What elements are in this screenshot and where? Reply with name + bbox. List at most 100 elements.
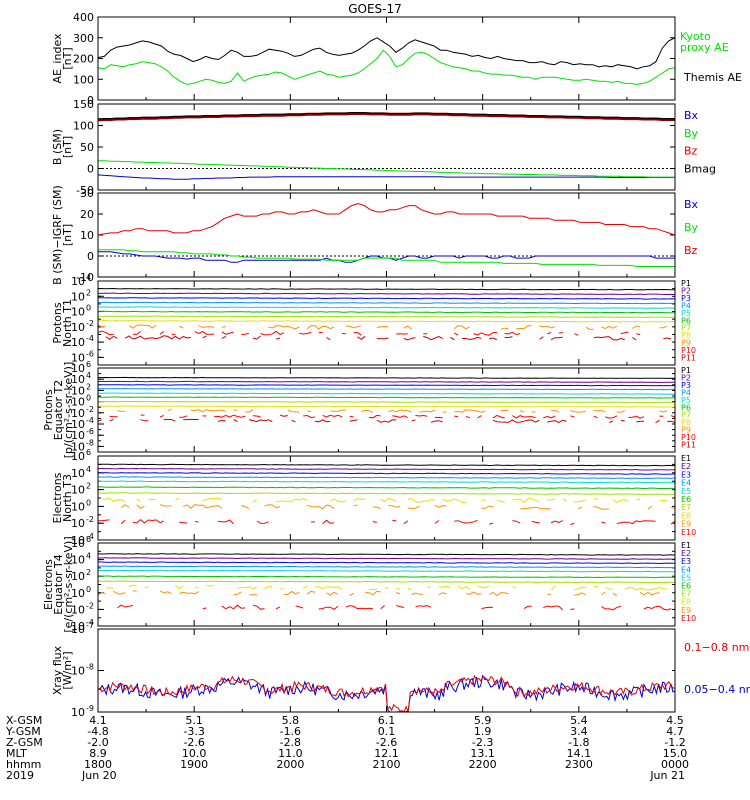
series-line-e1 xyxy=(97,553,676,556)
series-line-p10 xyxy=(670,415,676,418)
x-axis-value: 10.0 xyxy=(182,747,207,760)
series-line-p11 xyxy=(411,419,416,422)
series-line-e8 xyxy=(128,584,137,588)
series-line-e9 xyxy=(241,505,250,510)
series-line-e10 xyxy=(120,519,126,525)
series-line-e9 xyxy=(179,591,199,595)
series-line-e8 xyxy=(276,497,308,503)
y-tick-label: 10 xyxy=(71,570,85,583)
panel-frame xyxy=(97,542,676,627)
y-axis-label: [nT] xyxy=(61,224,74,246)
x-axis-value: 14.1 xyxy=(567,747,592,760)
series-line-e9 xyxy=(396,592,401,595)
series-line-e10 xyxy=(601,605,621,611)
y-axis-label: [e/(cm²-s-sr-keV)] xyxy=(62,536,75,632)
series-line-e8 xyxy=(481,499,486,501)
y-tick-label: 200 xyxy=(73,53,94,66)
x-axis-value: 2300 xyxy=(565,758,593,771)
y-tick-exponent: 2 xyxy=(86,382,91,391)
legend-label: E5 xyxy=(681,573,691,582)
series-line-e8 xyxy=(407,497,435,503)
y-tick-label: 10 xyxy=(71,537,85,550)
series-line-bz xyxy=(97,202,676,236)
series-line-e10 xyxy=(550,520,563,524)
y-tick-label: 10 xyxy=(71,603,85,616)
series-line-e8 xyxy=(605,586,614,590)
series-line-e9 xyxy=(233,591,242,596)
legend-label: P5 xyxy=(681,396,691,405)
series-line-p11 xyxy=(403,337,416,341)
series-line-p10 xyxy=(636,333,641,336)
series-line-p10 xyxy=(558,332,563,334)
legend-label: By xyxy=(684,221,699,234)
y-tick-label: 10 xyxy=(80,229,94,242)
series-line-e10 xyxy=(194,520,199,523)
y-tick-exponent: -4 xyxy=(86,416,94,425)
series-line-p9 xyxy=(551,409,560,413)
y-tick-label: 10 xyxy=(71,467,85,480)
series-line-p10 xyxy=(454,332,459,336)
x-axis-row-label: X-GSM xyxy=(6,714,42,727)
series-line-e9 xyxy=(159,590,172,595)
series-line-p11 xyxy=(124,335,191,340)
series-line-e10 xyxy=(403,520,409,525)
legend-label: P6 xyxy=(681,316,691,325)
y-tick-label: 10 xyxy=(71,517,85,530)
x-axis-value: 0.1 xyxy=(378,725,396,738)
x-axis-value: 4.5 xyxy=(666,714,684,727)
y-tick-exponent: -2 xyxy=(86,601,94,610)
y-tick-label: 150 xyxy=(73,98,94,111)
y-tick-label: 100 xyxy=(73,120,94,133)
y-tick-label: 10 xyxy=(71,534,85,547)
y-tick-label: 10 xyxy=(71,620,85,633)
series-line-e5 xyxy=(97,480,676,484)
series-line-e9 xyxy=(578,507,583,509)
series-line-p10 xyxy=(322,414,343,418)
series-line-p11 xyxy=(140,419,149,422)
legend-label: Bmag xyxy=(684,162,716,175)
y-tick-label: 10 xyxy=(71,665,85,678)
y-tick-label: 10 xyxy=(71,450,85,463)
legend-label: By xyxy=(684,127,699,140)
y-tick-exponent: -2 xyxy=(86,405,94,414)
legend-label: Bx xyxy=(684,198,699,211)
series-line-e9 xyxy=(113,590,126,595)
y-tick-exponent: 6 xyxy=(86,535,91,544)
series-line-p10 xyxy=(504,331,521,336)
y-tick-exponent: -9 xyxy=(86,704,94,713)
series-line-e9 xyxy=(248,594,257,596)
series-line-e10 xyxy=(221,604,246,610)
series-line-p11 xyxy=(326,337,331,341)
legend-label: E4 xyxy=(681,479,691,488)
series-line-e1 xyxy=(97,463,676,467)
series-line-p10 xyxy=(109,415,118,418)
y-tick-label: 10 xyxy=(71,373,85,386)
y-tick-label: 10 xyxy=(71,440,85,453)
panel-frame xyxy=(97,628,676,713)
series-line-p9 xyxy=(287,409,300,413)
series-line-e8 xyxy=(330,498,346,503)
series-line-p9 xyxy=(97,324,106,328)
legend-label: P5 xyxy=(681,309,691,318)
x-axis-row-label: MLT xyxy=(6,747,27,760)
legend-label: P1 xyxy=(681,366,691,375)
legend-label: Kyoto xyxy=(680,30,711,43)
y-tick-label: 300 xyxy=(73,32,94,45)
y-axis-label: Electrons xyxy=(42,559,55,610)
series-line-e10 xyxy=(570,522,575,526)
legend-label: P4 xyxy=(681,388,691,397)
x-axis-row-label: hhmm xyxy=(6,758,41,771)
series-line-p10 xyxy=(179,415,188,418)
series-line-p10 xyxy=(369,414,381,419)
y-axis-label: [p/(cm²-s-sr-keV)] xyxy=(62,362,75,459)
series-line-p7 xyxy=(97,315,676,318)
series-line-e2 xyxy=(98,557,675,560)
series-line-e8 xyxy=(496,499,505,503)
series-line-e9 xyxy=(136,504,145,510)
y-tick-exponent: 2 xyxy=(86,568,91,577)
y-tick-exponent: -7 xyxy=(86,621,94,630)
y-tick-label: 10 xyxy=(71,275,85,288)
legend-label: E8 xyxy=(681,598,691,607)
x-axis-value: 1800 xyxy=(84,758,112,771)
y-tick-label: 0 xyxy=(87,250,94,263)
